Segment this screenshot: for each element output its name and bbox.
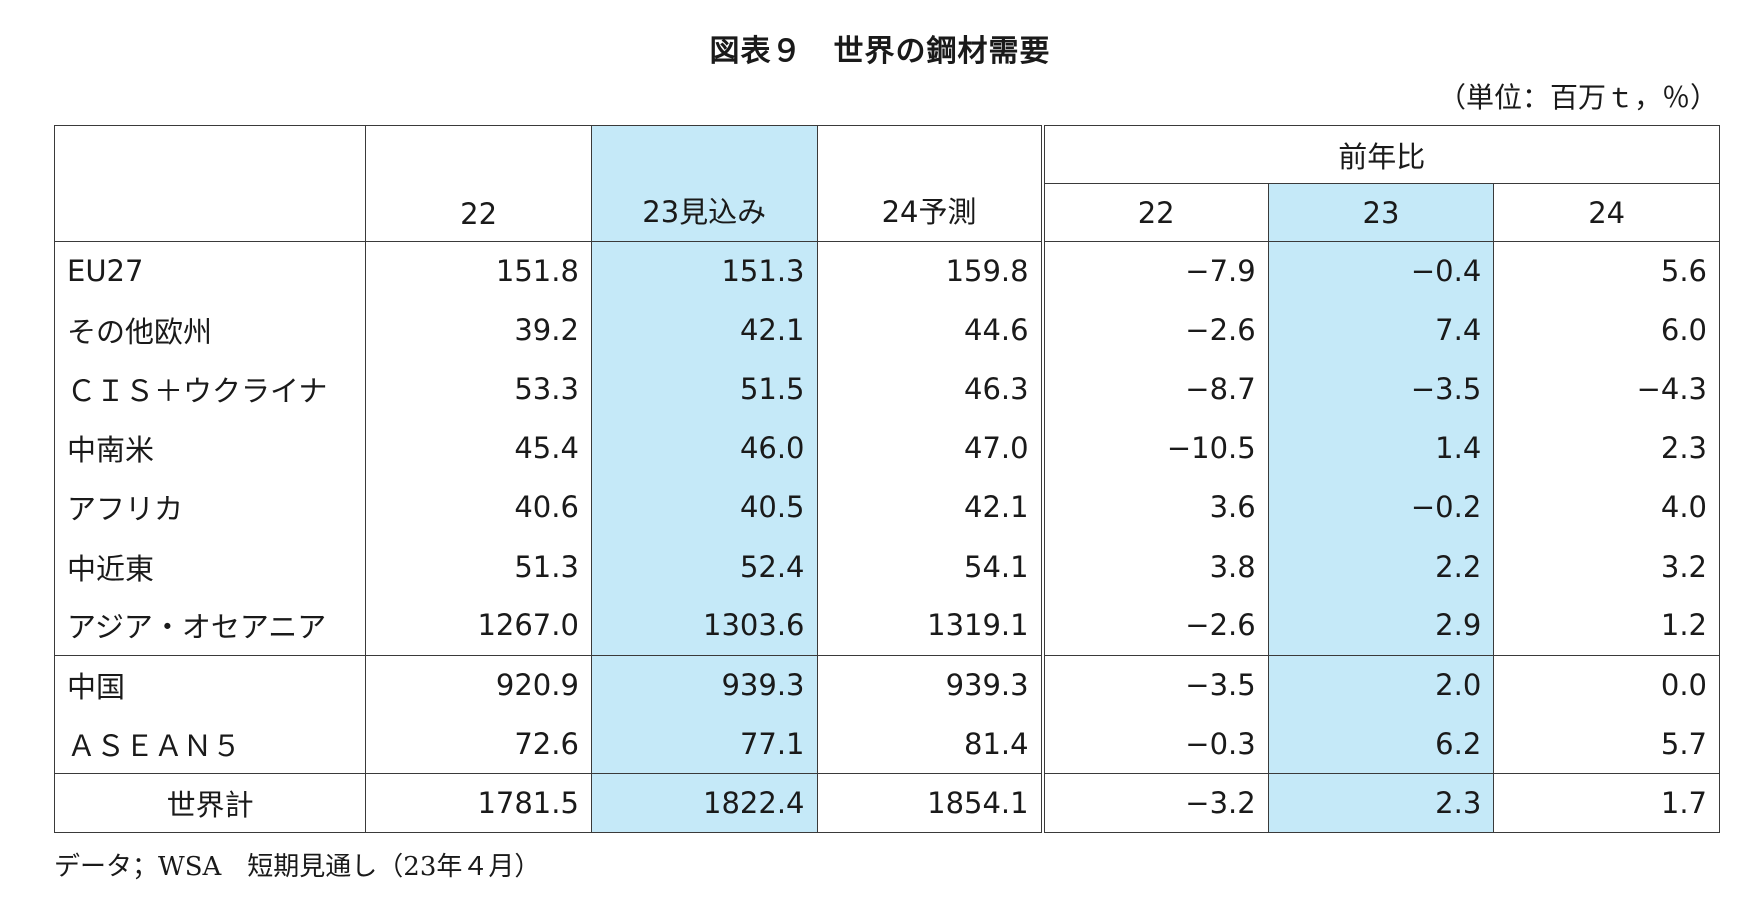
cell-value-24-forecast: 54.1 <box>817 537 1043 596</box>
cell-value-24-forecast: 81.4 <box>817 714 1043 773</box>
cell-value-23-estimate: 52.4 <box>591 537 817 596</box>
cell-yoy-23: 1.4 <box>1268 419 1494 478</box>
table-row: 中国 920.9 939.3 939.3 −3.5 2.0 0.0 <box>55 655 1720 714</box>
cell-yoy-24: 1.7 <box>1494 773 1720 832</box>
row-label: 中近東 <box>55 537 366 596</box>
row-label: ＡＳＥＡＮ５ <box>55 714 366 773</box>
cell-yoy-22: −2.6 <box>1043 596 1269 655</box>
cell-yoy-22: 3.8 <box>1043 537 1269 596</box>
cell-value-23-estimate: 51.5 <box>591 360 817 419</box>
unit-note: （単位：百万ｔ，％） <box>1438 76 1718 116</box>
cell-yoy-23: −0.2 <box>1268 478 1494 537</box>
header-yoy-24: 24 <box>1494 184 1720 242</box>
cell-yoy-24: 1.2 <box>1494 596 1720 655</box>
cell-value-23-estimate: 42.1 <box>591 301 817 360</box>
cell-yoy-22: 3.6 <box>1043 478 1269 537</box>
cell-yoy-23: −3.5 <box>1268 360 1494 419</box>
header-col-23-estimate: 23見込み <box>591 126 817 242</box>
cell-yoy-22: −3.2 <box>1043 773 1269 832</box>
table-row: 世界計 1781.5 1822.4 1854.1 −3.2 2.3 1.7 <box>55 773 1720 832</box>
cell-yoy-24: 5.7 <box>1494 714 1720 773</box>
cell-yoy-24: 5.6 <box>1494 242 1720 301</box>
cell-value-23-estimate: 151.3 <box>591 242 817 301</box>
cell-yoy-23: 2.2 <box>1268 537 1494 596</box>
cell-value-23-estimate: 77.1 <box>591 714 817 773</box>
cell-value-24-forecast: 44.6 <box>817 301 1043 360</box>
cell-value-22: 45.4 <box>366 419 592 478</box>
cell-value-22: 1267.0 <box>366 596 592 655</box>
cell-yoy-22: −2.6 <box>1043 301 1269 360</box>
cell-value-22: 72.6 <box>366 714 592 773</box>
cell-yoy-23: 2.3 <box>1268 773 1494 832</box>
row-label: 中国 <box>55 655 366 714</box>
steel-demand-table: 22 23見込み 24予測 前年比 22 23 24 EU27 151.8 151.… <box>54 125 1720 833</box>
cell-value-23-estimate: 1303.6 <box>591 596 817 655</box>
table-row: アフリカ 40.6 40.5 42.1 3.6 −0.2 4.0 <box>55 478 1720 537</box>
cell-yoy-24: 3.2 <box>1494 537 1720 596</box>
cell-value-22: 1781.5 <box>366 773 592 832</box>
row-label: その他欧州 <box>55 301 366 360</box>
row-label: ＣＩＳ＋ウクライナ <box>55 360 366 419</box>
cell-value-23-estimate: 1822.4 <box>591 773 817 832</box>
row-label: 中南米 <box>55 419 366 478</box>
cell-value-22: 151.8 <box>366 242 592 301</box>
cell-yoy-22: −0.3 <box>1043 714 1269 773</box>
cell-value-24-forecast: 1854.1 <box>817 773 1043 832</box>
cell-yoy-22: −10.5 <box>1043 419 1269 478</box>
cell-value-23-estimate: 46.0 <box>591 419 817 478</box>
table-row: ＣＩＳ＋ウクライナ 53.3 51.5 46.3 −8.7 −3.5 −4.3 <box>55 360 1720 419</box>
cell-yoy-23: 7.4 <box>1268 301 1494 360</box>
header-yoy-group: 前年比 <box>1043 126 1720 184</box>
header-col-22: 22 <box>366 126 592 242</box>
cell-yoy-24: 0.0 <box>1494 655 1720 714</box>
cell-value-22: 39.2 <box>366 301 592 360</box>
cell-value-22: 920.9 <box>366 655 592 714</box>
cell-yoy-22: −3.5 <box>1043 655 1269 714</box>
cell-yoy-24: 4.0 <box>1494 478 1720 537</box>
cell-yoy-22: −7.9 <box>1043 242 1269 301</box>
cell-value-24-forecast: 1319.1 <box>817 596 1043 655</box>
table-row: EU27 151.8 151.3 159.8 −7.9 −0.4 5.6 <box>55 242 1720 301</box>
table-row: アジア・オセアニア 1267.0 1303.6 1319.1 −2.6 2.9 1.2 <box>55 596 1720 655</box>
cell-value-23-estimate: 40.5 <box>591 478 817 537</box>
header-region-cell <box>55 126 366 242</box>
cell-value-22: 40.6 <box>366 478 592 537</box>
source-note: データ；WSA 短期見通し（23年４月） <box>54 846 540 883</box>
cell-value-24-forecast: 47.0 <box>817 419 1043 478</box>
table-row: 中近東 51.3 52.4 54.1 3.8 2.2 3.2 <box>55 537 1720 596</box>
cell-value-24-forecast: 159.8 <box>817 242 1043 301</box>
table-row: その他欧州 39.2 42.1 44.6 −2.6 7.4 6.0 <box>55 301 1720 360</box>
cell-yoy-23: 2.9 <box>1268 596 1494 655</box>
cell-value-22: 53.3 <box>366 360 592 419</box>
cell-value-24-forecast: 939.3 <box>817 655 1043 714</box>
cell-yoy-23: 6.2 <box>1268 714 1494 773</box>
header-col-24-forecast: 24予測 <box>817 126 1043 242</box>
cell-yoy-24: 6.0 <box>1494 301 1720 360</box>
cell-value-24-forecast: 42.1 <box>817 478 1043 537</box>
header-yoy-22: 22 <box>1043 184 1269 242</box>
cell-value-24-forecast: 46.3 <box>817 360 1043 419</box>
cell-yoy-22: −8.7 <box>1043 360 1269 419</box>
table-row: 中南米 45.4 46.0 47.0 −10.5 1.4 2.3 <box>55 419 1720 478</box>
header-yoy-23: 23 <box>1268 184 1494 242</box>
cell-yoy-24: 2.3 <box>1494 419 1720 478</box>
row-label: 世界計 <box>55 773 366 832</box>
row-label: アジア・オセアニア <box>55 596 366 655</box>
cell-yoy-23: 2.0 <box>1268 655 1494 714</box>
cell-yoy-23: −0.4 <box>1268 242 1494 301</box>
cell-yoy-24: −4.3 <box>1494 360 1720 419</box>
table-row: ＡＳＥＡＮ５ 72.6 77.1 81.4 −0.3 6.2 5.7 <box>55 714 1720 773</box>
cell-value-23-estimate: 939.3 <box>591 655 817 714</box>
row-label: EU27 <box>55 242 366 301</box>
cell-value-22: 51.3 <box>366 537 592 596</box>
row-label: アフリカ <box>55 478 366 537</box>
table-title: 図表９ 世界の鋼材需要 <box>0 26 1760 70</box>
